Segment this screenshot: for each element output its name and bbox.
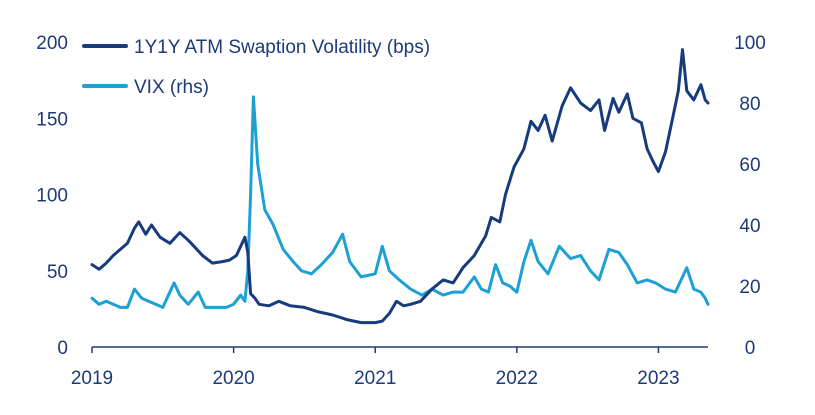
series-line-vix: [90, 95, 710, 309]
series-line-swaption-vol: [90, 48, 710, 325]
axes: 2019 2020 2021 2022 2023 0 50 100 150 200 0 20 40 60 8…: [36, 33, 766, 389]
y-right-tick-label: 0: [745, 338, 756, 359]
legend-label-swaption-vol: 1Y1Y ATM Swaption Volatility (bps): [134, 37, 430, 58]
y-right-tick-label: 80: [739, 94, 760, 115]
y-right-tick-label: 20: [739, 277, 760, 298]
y-right-tick-label: 100: [734, 33, 766, 54]
x-tick-label: 2022: [496, 368, 538, 389]
y-right-tick-label: 40: [739, 216, 760, 237]
y-right-tick-label: 60: [739, 155, 760, 176]
plot-area: [90, 48, 710, 325]
legend: 1Y1Y ATM Swaption Volatility (bps) VIX (r…: [82, 37, 430, 98]
y-left-tick-label: 0: [57, 338, 68, 359]
y-left-tick-label: 150: [36, 109, 68, 130]
y-left-tick-label: 100: [36, 186, 68, 207]
y-left-tick-label: 200: [36, 33, 68, 54]
x-tick-label: 2020: [212, 368, 254, 389]
y-left-tick-label: 50: [47, 262, 68, 283]
x-tick-label: 2019: [71, 368, 113, 389]
x-tick-label: 2023: [637, 368, 679, 389]
x-tick-label: 2021: [354, 368, 396, 389]
legend-label-vix: VIX (rhs): [134, 77, 209, 98]
